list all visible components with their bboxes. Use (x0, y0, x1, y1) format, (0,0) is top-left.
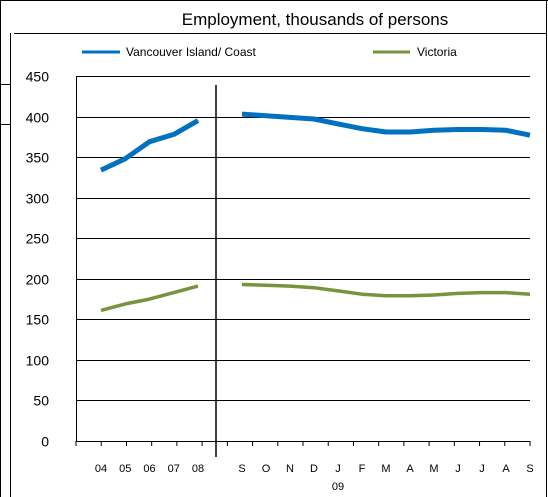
x-year-label: 09 (332, 481, 344, 493)
y-tick-label: 250 (26, 231, 50, 247)
x-tick-label-annual: 08 (192, 463, 204, 475)
plot-area: 0 50 100 150 200 250 300 350 400 450 04 05 06 07 08 S O N… (26, 69, 534, 494)
x-tick-label-month: A (502, 463, 510, 475)
legend: Vancouver Island/ Coast Victoria (82, 45, 457, 59)
x-tick-label-month: F (359, 463, 366, 475)
x-tick-label-month: D (310, 463, 318, 475)
chart-title: Employment, thousands of persons (182, 10, 448, 29)
x-tick-label-month: S (526, 463, 533, 475)
x-tick-label-month: N (286, 463, 294, 475)
x-tick-label-month: J (335, 463, 341, 475)
y-tick-label: 150 (26, 312, 50, 328)
series-victoria-monthly-line (241, 282, 531, 298)
x-tick-label-month: O (262, 463, 271, 475)
series-vancouver-monthly-line (241, 111, 531, 138)
y-tick-label: 50 (33, 393, 49, 409)
x-tick-label-month: J (479, 463, 485, 475)
series-victoria-annual-line (100, 284, 199, 313)
y-tick-label: 200 (26, 272, 50, 288)
x-tick-label-month: M (429, 463, 438, 475)
legend-label-victoria: Victoria (417, 45, 457, 59)
y-tick-label: 100 (26, 353, 50, 369)
x-tick-label-annual: 06 (143, 463, 155, 475)
x-tick-label-annual: 04 (95, 463, 107, 475)
x-tick-label-annual: 05 (119, 463, 131, 475)
y-tick-label: 0 (41, 434, 49, 450)
y-tick-label: 300 (26, 191, 50, 207)
legend-label-vancouver: Vancouver Island/ Coast (126, 45, 257, 59)
series-vancouver-annual-line (99, 118, 200, 173)
y-tick-label: 450 (26, 69, 50, 85)
x-tick-label-month: S (238, 463, 245, 475)
x-tick-label-month: A (406, 463, 414, 475)
x-tick-label-month: M (381, 463, 390, 475)
x-tick-label-month: J (455, 463, 461, 475)
y-tick-label: 350 (26, 150, 50, 166)
y-tick-label: 400 (26, 110, 50, 126)
x-tick-label-annual: 07 (168, 463, 180, 475)
